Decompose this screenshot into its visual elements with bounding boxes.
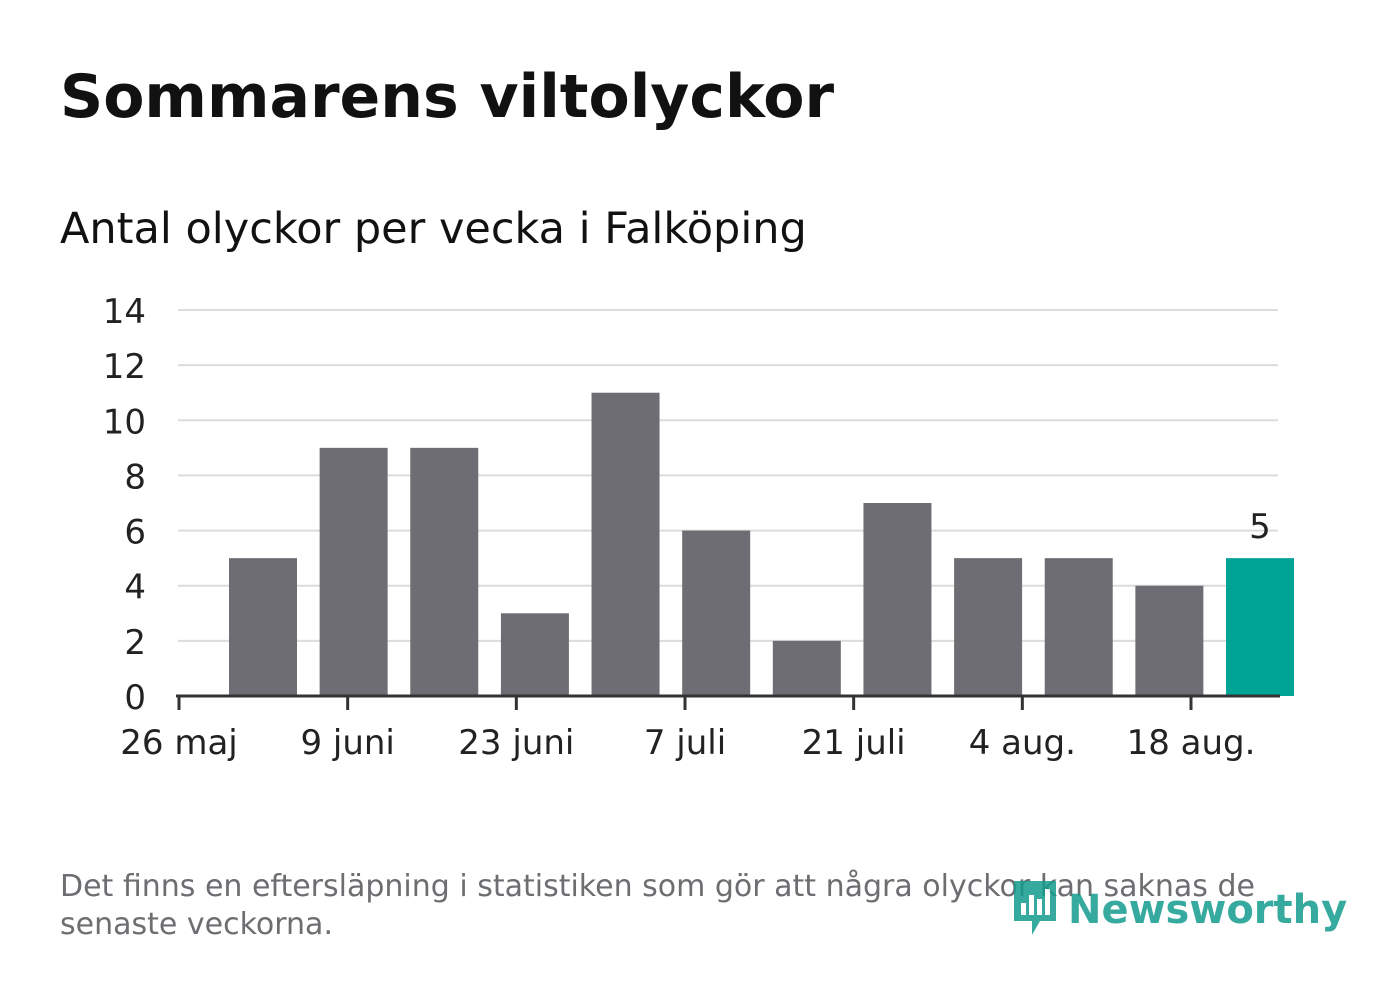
x-tick-label: 4 aug. — [969, 723, 1076, 763]
y-tick-label: 4 — [124, 568, 146, 608]
x-tick-label: 21 juli — [802, 723, 906, 763]
chart-subtitle: Antal olyckor per vecka i Falköping — [60, 204, 807, 254]
y-tick-label: 12 — [103, 347, 146, 387]
y-tick-label: 6 — [124, 513, 146, 553]
bar-chart-speech-bubble-icon — [1010, 877, 1060, 943]
x-tick-label: 23 juni — [458, 723, 574, 763]
logo-text: Newsworthy — [1068, 887, 1348, 933]
bar — [1044, 558, 1113, 696]
bar — [1135, 585, 1204, 696]
bar — [863, 503, 932, 696]
bar — [319, 447, 388, 696]
newsworthy-logo: Newsworthy — [1010, 878, 1347, 942]
bar — [682, 530, 751, 696]
y-tick-label: 0 — [124, 678, 146, 718]
x-axis-ticks: 26 maj 9 juni 23 juni 7 juli 21 juli 4 aug. 18… — [120, 696, 1255, 763]
bars — [229, 392, 1294, 696]
y-tick-label: 14 — [103, 292, 146, 332]
bar — [591, 392, 660, 696]
x-tick-label: 9 juni — [300, 723, 394, 763]
y-tick-label: 2 — [124, 623, 146, 663]
bar — [772, 640, 841, 696]
bar — [229, 558, 297, 696]
bar — [1226, 558, 1294, 696]
data-labels: 5 — [1249, 507, 1271, 547]
data-label: 5 — [1249, 507, 1271, 547]
chart-title: Sommarens viltolyckor — [60, 62, 835, 132]
bar-chart: 0 2 4 6 8 10 12 14 26 maj 9 juni 23 juni 7 juli 21 … — [103, 292, 1294, 763]
x-tick-label: 26 maj — [120, 723, 237, 763]
y-tick-label: 10 — [103, 402, 146, 442]
y-axis-ticks: 0 2 4 6 8 10 12 14 — [103, 292, 146, 718]
x-tick-label: 7 juli — [644, 723, 726, 763]
y-tick-label: 8 — [124, 457, 146, 497]
bar — [410, 447, 479, 696]
x-tick-label: 18 aug. — [1127, 723, 1256, 763]
bar — [500, 613, 569, 696]
bar — [954, 558, 1023, 696]
